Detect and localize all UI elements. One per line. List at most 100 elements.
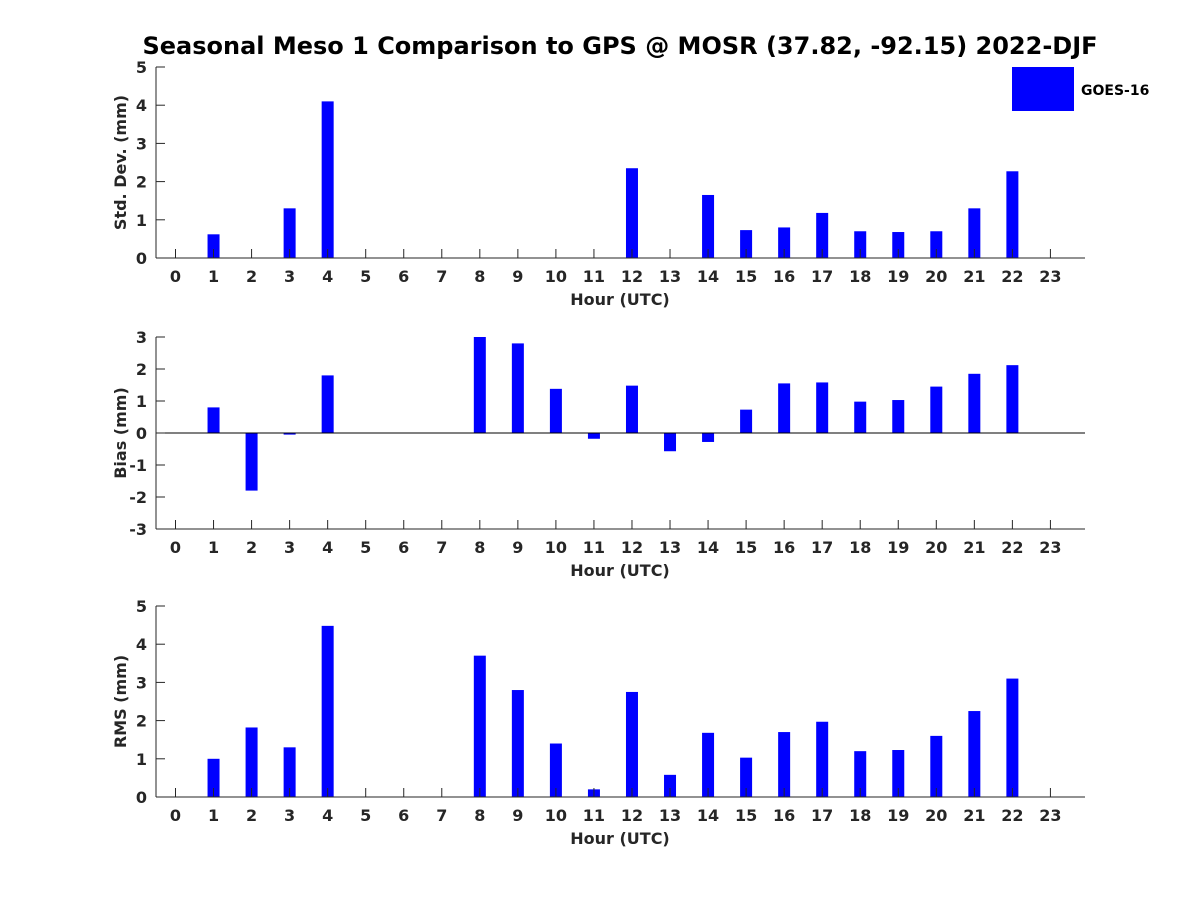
bar-bias-h22 (1006, 365, 1019, 433)
x-tick-label-bias: 20 (925, 538, 947, 557)
x-tick-label-rms: 19 (887, 806, 909, 825)
x-tick-label-rms: 6 (398, 806, 409, 825)
bar-stddev-h16 (778, 227, 791, 258)
bar-rms-h8 (473, 655, 486, 797)
x-tick-label-rms: 1 (208, 806, 219, 825)
y-tick-label-stddev: 0 (136, 249, 147, 268)
x-tick-label-bias: 16 (773, 538, 795, 557)
x-tick-label-rms: 22 (1001, 806, 1023, 825)
x-tick-label-stddev: 18 (849, 267, 871, 286)
bar-bias-h17 (816, 382, 829, 433)
bar-stddev-h1 (207, 234, 220, 258)
bar-rms-h17 (816, 721, 829, 797)
bar-stddev-h4 (321, 101, 334, 258)
x-tick-label-bias: 17 (811, 538, 833, 557)
x-tick-label-bias: 1 (208, 538, 219, 557)
x-tick-label-stddev: 0 (170, 267, 181, 286)
x-tick-label-stddev: 9 (512, 267, 523, 286)
y-tick-label-rms: 4 (136, 635, 147, 654)
y-tick-label-stddev: 1 (136, 211, 147, 230)
bar-rms-h10 (549, 743, 562, 797)
bar-bias-h1 (207, 407, 220, 433)
x-tick-label-bias: 10 (545, 538, 567, 557)
x-tick-label-stddev: 6 (398, 267, 409, 286)
chart-title: Seasonal Meso 1 Comparison to GPS @ MOSR… (142, 32, 1097, 60)
bar-stddev-h17 (816, 212, 829, 258)
bar-rms-h3 (283, 747, 296, 797)
x-tick-label-rms: 23 (1039, 806, 1061, 825)
x-tick-label-stddev: 10 (545, 267, 567, 286)
y-tick-label-bias: 1 (136, 392, 147, 411)
x-tick-label-bias: 14 (697, 538, 719, 557)
y-tick-label-stddev: 3 (136, 134, 147, 153)
x-tick-label-rms: 13 (659, 806, 681, 825)
x-tick-label-bias: 12 (621, 538, 643, 557)
x-tick-label-stddev: 23 (1039, 267, 1061, 286)
x-tick-label-stddev: 15 (735, 267, 757, 286)
y-tick-label-bias: 0 (136, 424, 147, 443)
x-tick-label-rms: 8 (474, 806, 485, 825)
bar-rms-h20 (930, 735, 943, 797)
y-tick-label-rms: 5 (136, 597, 147, 616)
x-tick-label-rms: 2 (246, 806, 257, 825)
x-tick-label-bias: 11 (583, 538, 605, 557)
bar-bias-h8 (473, 337, 486, 433)
y-tick-label-rms: 1 (136, 750, 147, 769)
x-tick-label-bias: 0 (170, 538, 181, 557)
x-tick-label-bias: 8 (474, 538, 485, 557)
x-tick-label-rms: 14 (697, 806, 719, 825)
bar-bias-h13 (664, 433, 677, 452)
bar-stddev-h18 (854, 231, 867, 258)
x-tick-label-bias: 9 (512, 538, 523, 557)
bar-rms-h15 (740, 757, 753, 797)
bar-rms-h22 (1006, 678, 1019, 797)
y-tick-label-rms: 0 (136, 788, 147, 807)
x-axis-label-stddev: Hour (UTC) (570, 290, 670, 309)
x-tick-label-bias: 3 (284, 538, 295, 557)
bar-bias-h10 (549, 388, 562, 433)
bar-bias-h20 (930, 386, 943, 433)
x-tick-label-rms: 4 (322, 806, 333, 825)
x-tick-label-bias: 21 (963, 538, 985, 557)
bar-bias-h15 (740, 409, 753, 433)
x-tick-label-stddev: 3 (284, 267, 295, 286)
bar-bias-h18 (854, 401, 867, 433)
legend: GOES-16 (1012, 67, 1149, 111)
bar-rms-h21 (968, 711, 981, 797)
x-tick-label-stddev: 21 (963, 267, 985, 286)
x-tick-label-bias: 4 (322, 538, 333, 557)
x-tick-label-stddev: 5 (360, 267, 371, 286)
bar-stddev-h15 (740, 230, 753, 258)
x-tick-label-stddev: 7 (436, 267, 447, 286)
y-tick-label-rms: 3 (136, 673, 147, 692)
x-tick-label-stddev: 11 (583, 267, 605, 286)
bar-bias-h11 (587, 433, 600, 439)
bar-bias-h14 (702, 433, 715, 442)
x-tick-label-stddev: 1 (208, 267, 219, 286)
x-tick-label-bias: 2 (246, 538, 257, 557)
x-tick-label-stddev: 22 (1001, 267, 1023, 286)
y-tick-label-bias: 3 (136, 328, 147, 347)
y-tick-label-bias: -3 (129, 520, 147, 539)
bar-rms-h12 (625, 691, 638, 797)
y-tick-label-bias: -1 (129, 456, 147, 475)
y-tick-label-rms: 2 (136, 712, 147, 731)
legend-swatch (1012, 67, 1074, 111)
y-tick-label-stddev: 5 (136, 58, 147, 77)
x-tick-label-rms: 10 (545, 806, 567, 825)
bar-stddev-h19 (892, 232, 905, 258)
bar-stddev-h14 (702, 194, 715, 258)
bar-bias-h21 (968, 373, 981, 433)
bar-rms-h1 (207, 758, 220, 797)
y-tick-label-stddev: 2 (136, 173, 147, 192)
x-tick-label-bias: 7 (436, 538, 447, 557)
bar-rms-h13 (664, 774, 677, 797)
x-tick-label-rms: 18 (849, 806, 871, 825)
x-tick-label-bias: 23 (1039, 538, 1061, 557)
x-tick-label-bias: 5 (360, 538, 371, 557)
x-tick-label-bias: 6 (398, 538, 409, 557)
x-tick-label-bias: 19 (887, 538, 909, 557)
